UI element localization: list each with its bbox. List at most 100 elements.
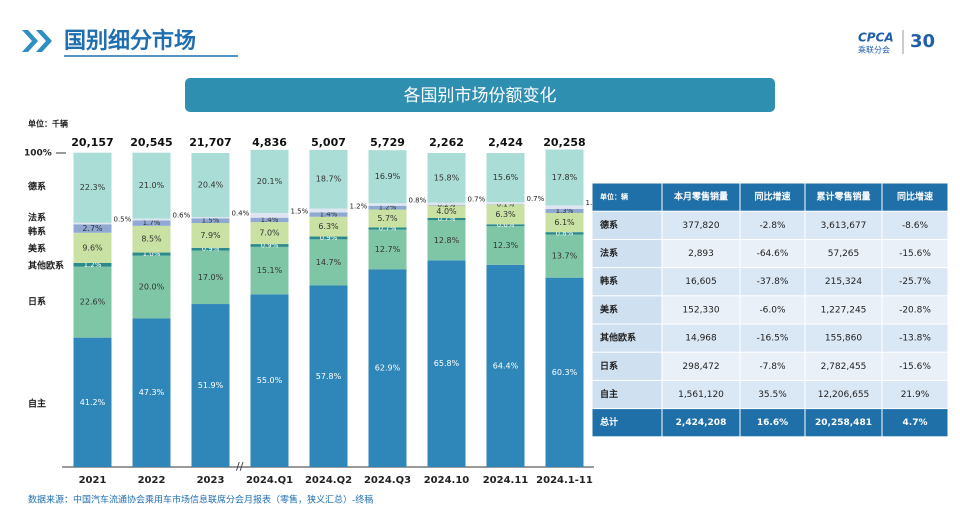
table-cell bbox=[592, 380, 662, 409]
table-cell bbox=[882, 409, 948, 437]
bar-segment bbox=[250, 217, 289, 223]
table-text: 韩系 bbox=[600, 275, 618, 287]
data-label: 8.5% bbox=[141, 235, 162, 244]
bar-segment bbox=[545, 277, 584, 467]
data-label: 1.3% bbox=[556, 207, 574, 215]
table-cell bbox=[805, 211, 882, 239]
table-cell bbox=[592, 352, 662, 380]
bar-segment bbox=[250, 149, 289, 213]
series-label: 法系 bbox=[28, 212, 46, 224]
data-label: 1.2% bbox=[379, 204, 397, 212]
data-label: 57.8% bbox=[316, 372, 342, 381]
bar-segment bbox=[368, 227, 407, 230]
table-text: 155,860 bbox=[825, 334, 862, 344]
table-text: 2,782,455 bbox=[821, 362, 867, 372]
bar-segment bbox=[368, 203, 407, 206]
data-label: 16.9% bbox=[375, 172, 401, 181]
bar-segment bbox=[368, 205, 407, 210]
data-label: 4.0% bbox=[436, 207, 457, 216]
table-cell bbox=[882, 268, 948, 296]
data-label: 0.9% bbox=[261, 241, 279, 249]
bar-segment bbox=[250, 246, 289, 295]
bar-segment bbox=[427, 260, 466, 467]
bar-segment bbox=[73, 262, 112, 267]
table-cell bbox=[740, 239, 805, 268]
data-label: 65.8% bbox=[434, 359, 460, 368]
bar-segment bbox=[545, 208, 584, 213]
table-text: -13.8% bbox=[899, 334, 931, 344]
data-label: 2.7% bbox=[82, 224, 103, 233]
table-text: 377,820 bbox=[682, 221, 719, 231]
x-tick-label: 2024.Q2 bbox=[305, 475, 352, 486]
total-label: 20,157 bbox=[71, 136, 113, 149]
table-cell bbox=[662, 380, 740, 409]
table-cell bbox=[592, 239, 662, 268]
bar-segment bbox=[486, 226, 525, 265]
data-label: 55.0% bbox=[257, 376, 283, 385]
data-label: 0.9% bbox=[202, 245, 220, 253]
table-text: 美系 bbox=[600, 303, 618, 315]
data-label: 0.4% bbox=[232, 210, 250, 218]
data-label: 0.8% bbox=[409, 196, 427, 204]
bar-segment bbox=[73, 224, 112, 233]
data-label: 18.7% bbox=[316, 175, 342, 184]
bar-segment bbox=[132, 318, 171, 467]
table-cell bbox=[740, 296, 805, 324]
data-label: 1.5% bbox=[291, 207, 309, 215]
table-cell bbox=[882, 183, 948, 211]
bar-segment bbox=[309, 208, 348, 213]
table-cell bbox=[740, 268, 805, 296]
bar-segment bbox=[191, 223, 230, 248]
data-label: 22.3% bbox=[80, 183, 106, 192]
data-label: 22.6% bbox=[80, 298, 106, 307]
table-cell bbox=[882, 239, 948, 268]
table-cell bbox=[662, 183, 740, 211]
data-label: 6.3% bbox=[495, 210, 516, 219]
bar-segment bbox=[368, 150, 407, 204]
bar-segment bbox=[132, 225, 171, 253]
table-text: -8.6% bbox=[902, 221, 929, 231]
x-tick-label: 2023 bbox=[197, 475, 225, 486]
table-text: 3,613,677 bbox=[821, 221, 867, 231]
table-text: 57,265 bbox=[828, 249, 860, 259]
table-text: -6.0% bbox=[759, 305, 786, 315]
table-text: 20,258,481 bbox=[815, 418, 872, 428]
table-text: -20.8% bbox=[899, 305, 931, 315]
data-label: 1.2% bbox=[350, 202, 368, 210]
bar-segment bbox=[191, 247, 230, 251]
series-label: 德系 bbox=[28, 181, 46, 193]
table-text: 德系 bbox=[600, 219, 618, 231]
bar-segment bbox=[545, 205, 584, 209]
bar-segment bbox=[427, 220, 466, 261]
data-label: 0.8% bbox=[556, 229, 574, 237]
data-label: 0.7% bbox=[527, 195, 545, 203]
total-label: 2,262 bbox=[429, 136, 464, 149]
bar-segment bbox=[309, 236, 348, 240]
bar-segment bbox=[191, 153, 230, 218]
data-label: 0.7% bbox=[438, 215, 456, 223]
data-label: 0.9% bbox=[320, 234, 338, 242]
banner bbox=[185, 78, 775, 112]
bar-segment bbox=[545, 212, 584, 233]
bar-segment bbox=[427, 205, 466, 218]
bar-segment bbox=[368, 229, 407, 270]
table-cell bbox=[662, 211, 740, 239]
header-arrows bbox=[22, 30, 52, 52]
series-label: 日系 bbox=[28, 296, 46, 308]
x-tick-label: 2021 bbox=[79, 475, 107, 486]
bar-segment bbox=[309, 239, 348, 286]
bar-segment bbox=[486, 224, 525, 227]
data-label: 1.4% bbox=[261, 216, 279, 224]
data-label: 0.6% bbox=[497, 221, 515, 229]
data-label: 47.3% bbox=[139, 388, 165, 397]
data-label: 6.1% bbox=[554, 218, 575, 227]
table-text: 日系 bbox=[600, 360, 618, 372]
table-text: -7.8% bbox=[759, 362, 786, 372]
logo-sub: 乘联分会 bbox=[858, 45, 890, 55]
data-label: 9.6% bbox=[82, 243, 103, 252]
data-label: 51.9% bbox=[198, 381, 224, 390]
bar-segment bbox=[486, 153, 525, 202]
total-label: 20,545 bbox=[130, 136, 172, 149]
data-label: 12.8% bbox=[434, 236, 460, 245]
